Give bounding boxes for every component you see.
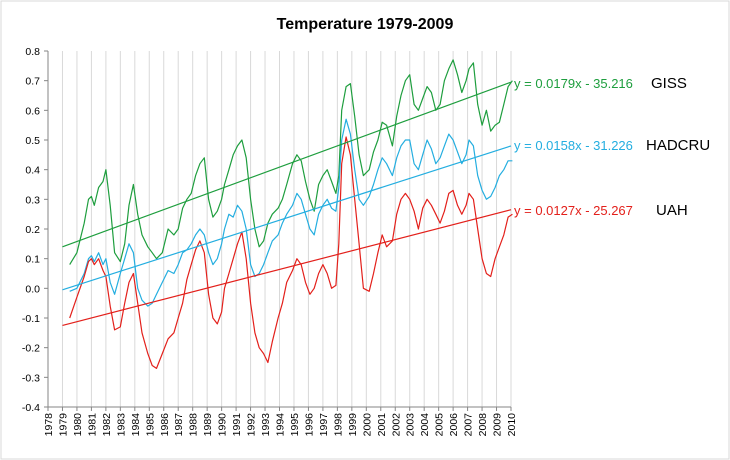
y-tick-label: -0.4	[22, 402, 40, 414]
x-tick-label: 1991	[231, 413, 243, 437]
x-tick-label: 1985	[144, 413, 156, 437]
y-tick-label: 0.8	[25, 46, 40, 58]
x-tick-label: 2007	[463, 413, 475, 437]
x-tick-label: 1988	[188, 413, 200, 437]
x-tick-label: 1984	[130, 413, 142, 437]
x-tick-label: 1996	[303, 413, 315, 437]
x-tick-label: 2010	[506, 413, 518, 437]
y-tick-label: -0.2	[22, 343, 40, 355]
x-tick-label: 1989	[202, 413, 214, 437]
axes: -0.4 -0.3 -0.2 -0.1 0.0 0.1 0.2 0.3 0.4 0.5 0.6 0.7…	[22, 46, 518, 436]
y-tick-label: 0.4	[25, 165, 40, 177]
y-tick-label: 0.5	[25, 135, 40, 147]
x-tick-label: 1994	[275, 413, 287, 437]
series-line-giss	[69, 59, 513, 265]
x-tick-label: 1978	[43, 413, 55, 437]
x-tick-label: 1995	[289, 413, 301, 437]
x-tick-label: 1997	[318, 413, 330, 437]
series-name-giss: GISS	[651, 75, 687, 92]
y-tick-label: 0.0	[25, 283, 40, 295]
x-tick-label: 2001	[376, 413, 388, 437]
x-tick-label: 1992	[246, 413, 258, 437]
x-tick-label: 2005	[434, 413, 446, 437]
trend-line-giss	[62, 81, 512, 248]
x-tick-label: 2002	[390, 413, 402, 437]
trend-lines	[62, 81, 512, 326]
chart-title: Temperature 1979-2009	[277, 16, 454, 33]
x-tick-label: 1986	[159, 413, 171, 437]
x-tick-label: 1979	[57, 413, 69, 437]
x-tick-label: 2000	[361, 413, 373, 437]
y-tick-label: 0.2	[25, 224, 40, 236]
x-tick-label: 1983	[115, 413, 127, 437]
series-name-uah: UAH	[656, 202, 688, 219]
x-tick-label: 2003	[405, 413, 417, 437]
trend-equation-uah: y = 0.0127x - 25.267	[514, 203, 633, 218]
x-tick-label: 2006	[448, 413, 460, 437]
trend-line-hadcru	[62, 145, 512, 291]
y-tick-label: -0.3	[22, 372, 40, 384]
trend-line-uah	[62, 209, 512, 326]
trend-equation-hadcru: y = 0.0158x - 31.226	[514, 138, 633, 153]
y-tick-label: -0.1	[22, 313, 40, 325]
x-tick-label: 1993	[260, 413, 272, 437]
y-tick-label: 0.1	[25, 254, 40, 266]
x-tick-label: 2009	[492, 413, 504, 437]
x-tick-label: 2004	[419, 413, 431, 437]
trend-equation-labels: y = 0.0179x - 35.216 GISS y = 0.0158x - 31…	[514, 75, 710, 219]
x-tick-label: 1998	[332, 413, 344, 437]
trend-equation-giss: y = 0.0179x - 35.216	[514, 76, 633, 91]
x-tick-label: 1982	[101, 413, 113, 437]
series-name-hadcru: HADCRU	[646, 137, 710, 154]
x-tick-label: 1987	[173, 413, 185, 437]
grid-lines	[47, 51, 512, 407]
y-tick-label: 0.3	[25, 194, 40, 206]
series-line-uah	[69, 136, 513, 369]
x-tick-label: 1999	[347, 413, 359, 437]
x-tick-label: 1981	[86, 413, 98, 437]
x-tick-label: 1990	[217, 413, 229, 437]
y-tick-label: 0.7	[25, 76, 40, 88]
y-tick-label: 0.6	[25, 105, 40, 117]
x-tick-label: 1980	[72, 413, 84, 437]
x-tick-label: 2008	[477, 413, 489, 437]
